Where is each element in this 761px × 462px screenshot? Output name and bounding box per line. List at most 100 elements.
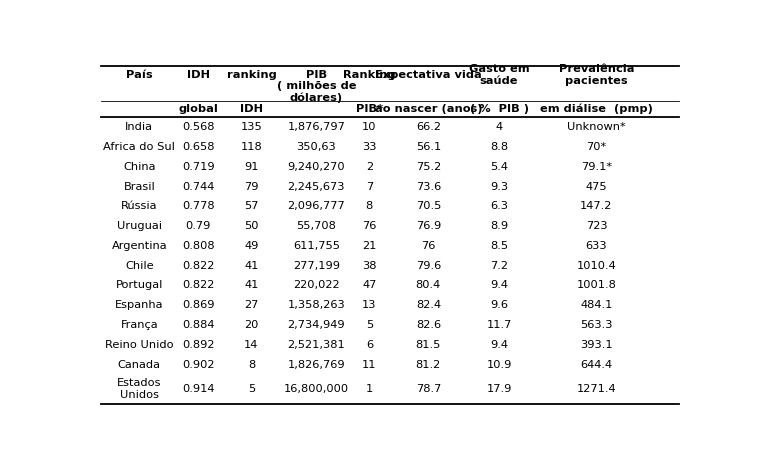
Text: 8: 8 <box>248 359 255 370</box>
Text: 0.892: 0.892 <box>182 340 215 350</box>
Text: 9,240,270: 9,240,270 <box>288 162 345 172</box>
Text: 0.914: 0.914 <box>182 384 215 394</box>
Text: 38: 38 <box>362 261 377 271</box>
Text: PIB: PIB <box>306 70 327 80</box>
Text: 17.9: 17.9 <box>486 384 512 394</box>
Text: País: País <box>126 70 153 80</box>
Text: 79.1*: 79.1* <box>581 162 612 172</box>
Text: 50: 50 <box>244 221 259 231</box>
Text: em diálise  (pmp): em diálise (pmp) <box>540 104 653 115</box>
Text: 75.2: 75.2 <box>416 162 441 172</box>
Text: 0.778: 0.778 <box>182 201 215 212</box>
Text: 393.1: 393.1 <box>580 340 613 350</box>
Text: Brasil: Brasil <box>123 182 155 192</box>
Text: 475: 475 <box>586 182 607 192</box>
Text: Portugal: Portugal <box>116 280 163 291</box>
Text: 81.2: 81.2 <box>416 359 441 370</box>
Text: 11: 11 <box>362 359 377 370</box>
Text: 7.2: 7.2 <box>490 261 508 271</box>
Text: 76: 76 <box>362 221 377 231</box>
Text: 1271.4: 1271.4 <box>577 384 616 394</box>
Text: 27: 27 <box>244 300 259 310</box>
Text: Expectativa vida: Expectativa vida <box>375 70 482 80</box>
Text: 20: 20 <box>244 320 259 330</box>
Text: 11.7: 11.7 <box>486 320 512 330</box>
Text: India: India <box>126 122 154 133</box>
Text: 2: 2 <box>366 162 373 172</box>
Text: 0.884: 0.884 <box>182 320 215 330</box>
Text: 350,63: 350,63 <box>297 142 336 152</box>
Text: 76.9: 76.9 <box>416 221 441 231</box>
Text: 78.7: 78.7 <box>416 384 441 394</box>
Text: Gasto em
saúde: Gasto em saúde <box>469 64 530 86</box>
Text: Espanha: Espanha <box>115 300 164 310</box>
Text: 13: 13 <box>362 300 377 310</box>
Text: Unknown*: Unknown* <box>567 122 626 133</box>
Text: 79.6: 79.6 <box>416 261 441 271</box>
Text: 70*: 70* <box>587 142 607 152</box>
Text: 82.6: 82.6 <box>416 320 441 330</box>
Text: 1001.8: 1001.8 <box>577 280 616 291</box>
Text: 1010.4: 1010.4 <box>577 261 616 271</box>
Text: 9.6: 9.6 <box>490 300 508 310</box>
Text: 2,734,949: 2,734,949 <box>288 320 345 330</box>
Text: Chile: Chile <box>125 261 154 271</box>
Text: 5.4: 5.4 <box>490 162 508 172</box>
Text: 6.3: 6.3 <box>490 201 508 212</box>
Text: 57: 57 <box>244 201 259 212</box>
Text: 33: 33 <box>362 142 377 152</box>
Text: Argentina: Argentina <box>112 241 167 251</box>
Text: 0.79: 0.79 <box>186 221 211 231</box>
Text: 9.3: 9.3 <box>490 182 508 192</box>
Text: 0.744: 0.744 <box>182 182 215 192</box>
Text: 1,876,797: 1,876,797 <box>288 122 345 133</box>
Text: 41: 41 <box>244 261 259 271</box>
Text: 147.2: 147.2 <box>580 201 613 212</box>
Text: 49: 49 <box>244 241 259 251</box>
Text: 6: 6 <box>366 340 373 350</box>
Text: Prevalência
pacientes: Prevalência pacientes <box>559 64 634 86</box>
Text: Rússia: Rússia <box>121 201 158 212</box>
Text: 10: 10 <box>362 122 377 133</box>
Text: 82.4: 82.4 <box>416 300 441 310</box>
Text: 66.2: 66.2 <box>416 122 441 133</box>
Text: 8.5: 8.5 <box>490 241 508 251</box>
Text: Uruguai: Uruguai <box>117 221 162 231</box>
Text: 611,755: 611,755 <box>293 241 340 251</box>
Text: 8: 8 <box>366 201 373 212</box>
Text: 563.3: 563.3 <box>580 320 613 330</box>
Text: 81.5: 81.5 <box>416 340 441 350</box>
Text: IDH: IDH <box>187 70 210 80</box>
Text: Africa do Sul: Africa do Sul <box>103 142 175 152</box>
Text: 1,358,263: 1,358,263 <box>288 300 345 310</box>
Text: 21: 21 <box>362 241 377 251</box>
Text: Canada: Canada <box>118 359 161 370</box>
Text: 0.719: 0.719 <box>182 162 215 172</box>
Text: 0.869: 0.869 <box>182 300 215 310</box>
Text: 4: 4 <box>495 122 503 133</box>
Text: Ranking: Ranking <box>343 70 396 80</box>
Text: 7: 7 <box>366 182 373 192</box>
Text: 9.4: 9.4 <box>490 280 508 291</box>
Text: 55,708: 55,708 <box>296 221 336 231</box>
Text: ao nascer (anos): ao nascer (anos) <box>374 104 482 114</box>
Text: 644.4: 644.4 <box>581 359 613 370</box>
Text: 14: 14 <box>244 340 259 350</box>
Text: 8.8: 8.8 <box>490 142 508 152</box>
Text: 76: 76 <box>421 241 435 251</box>
Text: 8.9: 8.9 <box>490 221 508 231</box>
Text: 47: 47 <box>362 280 377 291</box>
Text: 10.9: 10.9 <box>486 359 512 370</box>
Text: IDH: IDH <box>240 104 263 114</box>
Text: 0.568: 0.568 <box>182 122 215 133</box>
Text: 484.1: 484.1 <box>580 300 613 310</box>
Text: 0.808: 0.808 <box>182 241 215 251</box>
Text: 91: 91 <box>244 162 259 172</box>
Text: 0.902: 0.902 <box>182 359 215 370</box>
Text: 2,245,673: 2,245,673 <box>288 182 345 192</box>
Text: Estados
Unidos: Estados Unidos <box>117 378 161 400</box>
Text: ( %  PIB ): ( % PIB ) <box>470 104 529 114</box>
Text: 723: 723 <box>586 221 607 231</box>
Text: 277,199: 277,199 <box>293 261 340 271</box>
Text: 0.822: 0.822 <box>182 280 215 291</box>
